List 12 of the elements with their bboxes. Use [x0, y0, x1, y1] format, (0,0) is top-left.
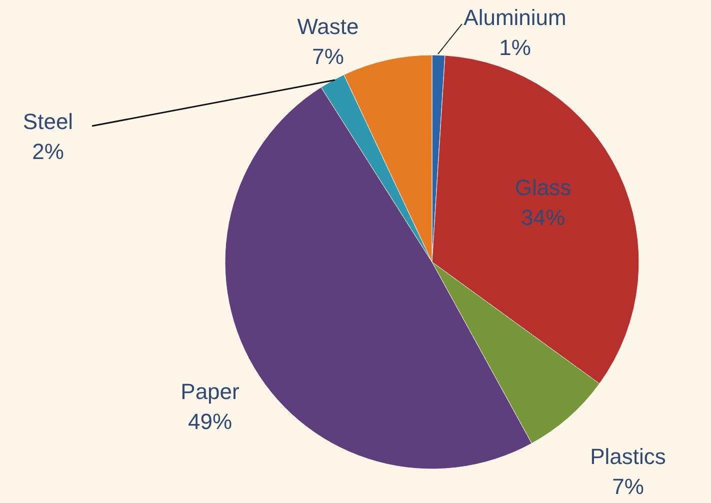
data-label: 49% — [188, 409, 232, 434]
data-label: 7% — [612, 474, 644, 499]
slice-label: Waste — [297, 14, 359, 39]
data-label: 1% — [499, 35, 531, 60]
slice-label: Paper — [180, 379, 240, 404]
slice-label: Glass — [514, 175, 572, 200]
data-label: 7% — [312, 44, 344, 69]
slice-label: Steel — [22, 109, 74, 134]
data-label: 2% — [32, 139, 64, 164]
slice-label: Plastics — [590, 444, 666, 469]
data-label: 34% — [520, 205, 566, 230]
slice-label: Aluminium — [464, 5, 566, 30]
